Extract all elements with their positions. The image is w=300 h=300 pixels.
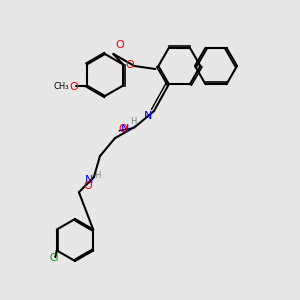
Text: O: O [83, 181, 92, 191]
Text: N: N [121, 124, 130, 134]
Text: H: H [94, 171, 100, 180]
Text: CH₃: CH₃ [54, 82, 69, 91]
Text: N: N [144, 111, 152, 121]
Text: Cl: Cl [49, 253, 58, 263]
Text: O: O [125, 59, 134, 70]
Text: O: O [69, 82, 78, 92]
Text: N: N [85, 175, 94, 185]
Text: O: O [118, 124, 127, 134]
Text: O: O [115, 40, 124, 50]
Text: H: H [130, 117, 136, 126]
